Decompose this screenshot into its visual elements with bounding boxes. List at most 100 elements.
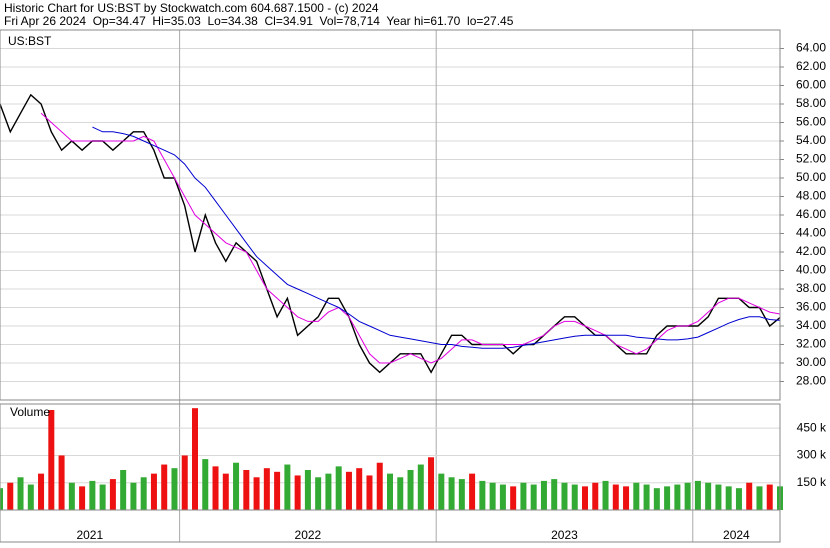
volume-bar [38, 473, 45, 510]
volume-bar [263, 468, 270, 510]
volume-bar [171, 468, 178, 510]
volume-bar [725, 486, 732, 510]
volume-bar [766, 484, 773, 510]
y-tick-label: 150 k [797, 475, 827, 489]
volume-bar [664, 486, 671, 510]
y-tick-label: 58.00 [796, 96, 826, 110]
volume-bar [387, 473, 393, 510]
volume-bar [633, 482, 640, 510]
volume-bar [571, 484, 578, 510]
volume-bar [17, 477, 24, 510]
volume-bar [612, 484, 619, 510]
volume-bar [397, 477, 404, 510]
volume-bar [161, 464, 168, 510]
x-tick-label: 2023 [551, 528, 578, 542]
volume-bar [212, 466, 219, 510]
y-tick-label: 54.00 [796, 133, 826, 147]
volume-bar [274, 471, 281, 510]
volume-bar [469, 473, 476, 510]
y-tick-label: 40.00 [796, 263, 826, 277]
y-tick-label: 64.00 [796, 41, 826, 55]
volume-bar [315, 477, 322, 510]
volume-bar [0, 488, 3, 510]
volume-bar [335, 466, 342, 510]
volume-bar [284, 464, 291, 510]
volume-bar [376, 462, 383, 510]
y-tick-label: 450 k [797, 420, 827, 434]
volume-bar [120, 470, 127, 510]
y-tick-label: 36.00 [796, 300, 826, 314]
y-tick-label: 46.00 [796, 207, 826, 221]
volume-bar [7, 482, 14, 510]
volume-bar [715, 484, 722, 510]
volume-bar [407, 470, 414, 510]
volume-bar [109, 479, 116, 510]
y-tick-label: 30.00 [796, 355, 826, 369]
volume-bar [192, 408, 198, 510]
y-tick-label: 50.00 [796, 170, 826, 184]
volume-bar [181, 455, 188, 510]
volume-bar [458, 479, 465, 510]
volume-bar [366, 475, 373, 510]
volume-bar [623, 486, 630, 510]
volume-bar [705, 482, 712, 510]
volume-bar [48, 410, 55, 510]
volume-bar [130, 482, 137, 510]
volume-bar [150, 473, 157, 510]
x-tick-label: 2022 [295, 528, 322, 542]
volume-bar [428, 457, 435, 510]
volume-bar [243, 470, 250, 510]
volume-bar [643, 484, 650, 510]
y-tick-label: 28.00 [796, 374, 826, 388]
volume-bar [58, 455, 65, 510]
volume-bar [68, 482, 75, 510]
y-tick-label: 56.00 [796, 115, 826, 129]
volume-bar [27, 484, 34, 510]
y-tick-label: 42.00 [796, 244, 826, 258]
volume-bar [438, 473, 445, 510]
volume-bar [582, 486, 588, 510]
price-line [40, 112, 781, 364]
volume-bar [499, 484, 506, 510]
y-tick-label: 38.00 [796, 281, 826, 295]
volume-bar [325, 473, 332, 510]
volume-bar [756, 486, 763, 510]
marks [0, 93, 783, 510]
volume-bar [735, 488, 742, 510]
volume-bar [592, 482, 599, 510]
volume-bar [479, 480, 486, 510]
volume-bar [202, 459, 209, 510]
volume-bar [520, 482, 527, 510]
y-tick-label: 44.00 [796, 226, 826, 240]
volume-bar [489, 482, 496, 510]
volume-bar [304, 470, 311, 510]
y-tick-label: 48.00 [796, 189, 826, 203]
volume-bar [140, 477, 147, 510]
volume-bar [653, 488, 660, 510]
y-tick-label: 62.00 [796, 59, 826, 73]
volume-bar [253, 477, 260, 510]
volume-bar [551, 479, 558, 510]
volume-bar [345, 471, 352, 510]
volume-bar [79, 486, 86, 510]
volume-bar [684, 482, 691, 510]
volume-bar [674, 484, 681, 510]
y-tick-label: 300 k [797, 448, 827, 462]
volume-bar [89, 480, 96, 510]
year-band [0, 509, 781, 543]
volume-bar [99, 484, 106, 510]
y-tick-label: 60.00 [796, 78, 826, 92]
volume-bar [561, 482, 568, 510]
x-tick-label: 2024 [723, 528, 750, 542]
volume-bar [694, 480, 701, 510]
volume-bar [448, 477, 455, 510]
volume-bar [746, 482, 753, 510]
volume-label: Volume [10, 405, 50, 419]
volume-bar [417, 464, 424, 510]
header-line: Fri Apr 26 2024 Op=34.47 Hi=35.03 Lo=34.… [4, 14, 514, 28]
price-line [92, 126, 781, 349]
x-tick-label: 2021 [76, 528, 103, 542]
volume-bar [294, 475, 301, 510]
volume-bar [222, 473, 229, 510]
